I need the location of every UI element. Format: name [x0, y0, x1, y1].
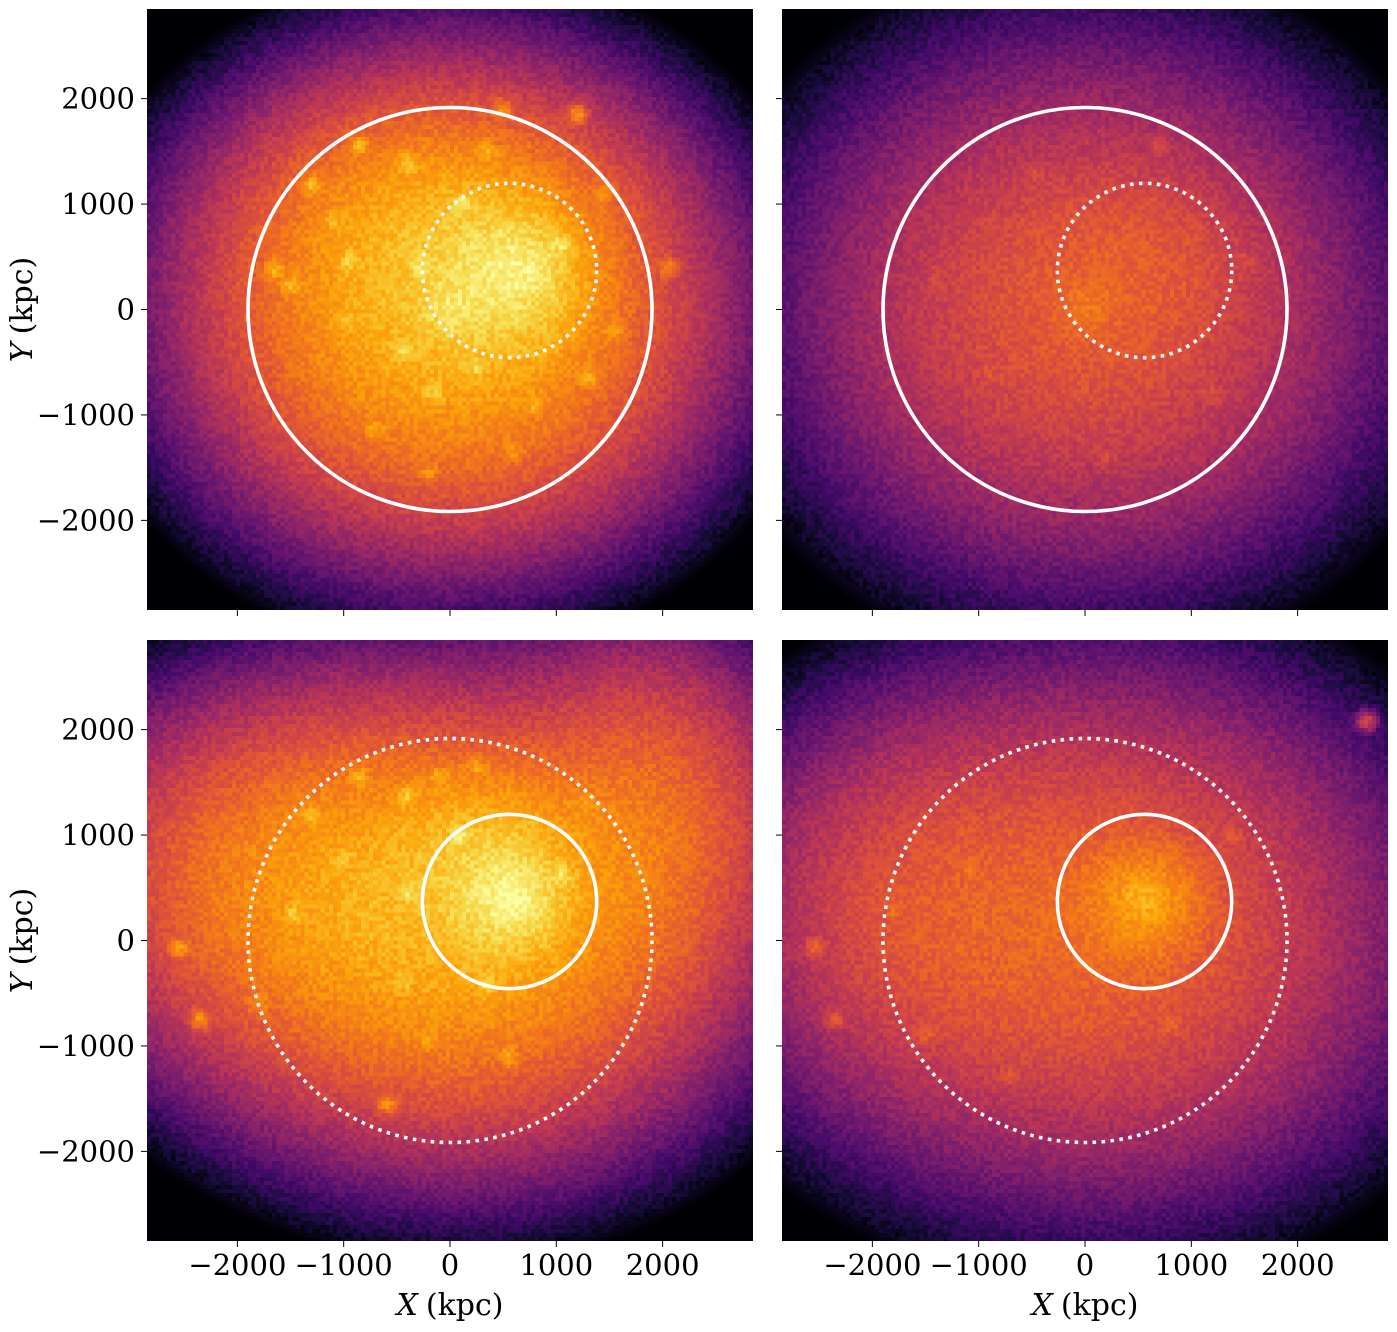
y-tick-label: −1000 — [37, 398, 135, 432]
x-tick-label: 1000 — [519, 1248, 593, 1282]
density-heatmap — [147, 9, 753, 610]
density-heatmap — [147, 640, 753, 1241]
x-tick-label: −1000 — [930, 1248, 1028, 1282]
small-circle-dotted — [1055, 181, 1234, 360]
large-circle-dotted — [881, 736, 1289, 1145]
y-tick-label: 1000 — [61, 187, 135, 221]
large-circle-dotted — [246, 736, 654, 1145]
y-tick-label: −1000 — [37, 1029, 135, 1063]
y-tick-label: −2000 — [37, 503, 135, 537]
small-circle-solid — [420, 812, 599, 991]
panel-top-left: 2000 1000 0 −1000 −2000 Y(kpc) — [5, 9, 753, 616]
panel-bottom-right: −2000 −1000 0 1000 2000 X (kpc) — [776, 640, 1388, 1323]
x-tick-label: 0 — [1076, 1248, 1094, 1282]
y-tick-label: 2000 — [61, 82, 135, 116]
density-heatmap — [782, 640, 1388, 1241]
y-tick-label: −2000 — [37, 1134, 135, 1168]
x-axis-label: X (kpc) — [395, 1288, 504, 1323]
x-axis-label: X (kpc) — [1030, 1288, 1139, 1323]
panel-bottom-left: −2000 −1000 0 1000 2000 2000 1000 0 −1000 −2000 X(… — [5, 640, 753, 1323]
x-tick-label: 2000 — [626, 1248, 700, 1282]
x-tick-label: −1000 — [295, 1248, 393, 1282]
x-tick-label: −2000 — [823, 1248, 921, 1282]
y-tick-label: 1000 — [61, 818, 135, 852]
x-tick-label: −2000 — [188, 1248, 286, 1282]
x-tick-label: 2000 — [1261, 1248, 1335, 1282]
small-circle-dotted — [420, 181, 599, 360]
large-circle-solid — [246, 105, 654, 514]
y-tick-label: 0 — [117, 293, 135, 327]
small-circle-solid — [1055, 812, 1234, 991]
y-tick-label: 0 — [117, 924, 135, 958]
y-axis-label: Y(kpc) — [5, 257, 40, 362]
panel-top-right — [776, 9, 1388, 616]
x-tick-label: 1000 — [1154, 1248, 1228, 1282]
large-circle-solid — [881, 105, 1289, 514]
y-tick-label: 2000 — [61, 713, 135, 747]
density-heatmap — [782, 9, 1388, 610]
x-tick-label: 0 — [441, 1248, 459, 1282]
y-axis-label: Y(kpc) — [5, 888, 40, 993]
